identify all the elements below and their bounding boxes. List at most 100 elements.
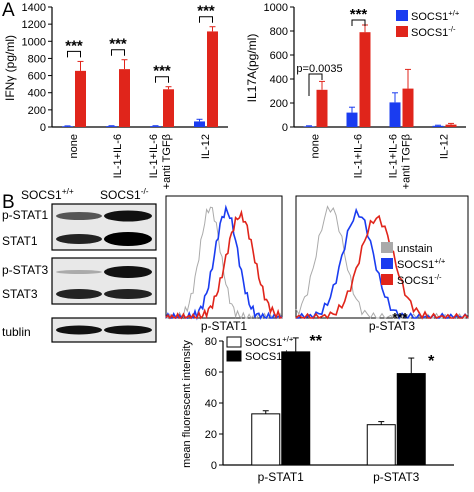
ifn-chart-ytick-label: 200 (28, 105, 46, 117)
flow-xlabel-stat3: p-STAT3 (369, 319, 416, 333)
ifn-chart-bar (194, 121, 205, 127)
blot-band-label: STAT3 (2, 287, 38, 301)
il17-pvalue-bracket (308, 73, 323, 96)
blot-band-pstat3-ko (104, 266, 152, 278)
mfi-legend-label: SOCS1-/- (245, 349, 290, 363)
flow-histogram-stat3 (295, 195, 469, 320)
mfi-legend-label-sup: +/+ (282, 335, 294, 344)
flow-histogram-stat3-curve (295, 214, 469, 320)
blot-band-label: tublin (2, 325, 31, 339)
flow-legend-label: unstain (397, 243, 432, 255)
il17-chart-ytick-label: 200 (270, 98, 288, 110)
il17-chart-ytick-label: 600 (270, 50, 288, 62)
il17-chart-bar (303, 126, 315, 127)
blot-band-label: p-STAT3 (2, 263, 49, 277)
blot-band-tublin-wt (56, 325, 102, 335)
flow-legend-label-base: SOCS1 (397, 275, 434, 287)
flow-legend-label-sup: -/- (434, 273, 442, 282)
blot-band-pstat3-wt (56, 270, 102, 274)
mfi-category-label: p-STAT1 (258, 470, 305, 484)
ifn-sig-stars: *** (65, 37, 83, 54)
blot-header-ko: SOCS1-/- (100, 186, 149, 202)
blot-band-tublin-ko (104, 325, 152, 335)
flow-legend-label-base: unstain (397, 243, 432, 255)
il17-ylabel: IL17A(pg/ml) (245, 34, 259, 103)
ifn-chart-ytick-label: 0 (40, 122, 46, 134)
mfi-chart-ytick-label: 80 (205, 336, 217, 348)
il17-sig-stars: *** (350, 6, 368, 23)
il17-chart-ytick-label: 0 (282, 122, 288, 134)
flow-histogram-stat3-curve (296, 207, 469, 320)
il17-chart-ytick-label: 800 (270, 26, 288, 38)
mfi-legend-swatch (226, 350, 242, 362)
mfi-chart-ytick-label: 20 (205, 429, 217, 441)
ifn-chart-bar (106, 126, 117, 127)
mfi-legend-label-base: SOCS1 (245, 337, 282, 349)
il17-chart-bar (389, 102, 401, 127)
il17-category-label: IL-1+IL-6 (353, 134, 365, 178)
ifn-chart: 0 200 400 600 800 1000 1200 1400 (22, 2, 228, 134)
il17-chart-bar (432, 125, 444, 127)
mfi-sig-stars: * (428, 353, 435, 370)
panel-b-label: B (2, 192, 15, 213)
flow-legend-swatch (381, 274, 393, 285)
mfi-chart: 0 20 40 60 80 (205, 336, 454, 472)
ifn-chart-bar (150, 126, 161, 127)
legend-a-label: SOCS1-/- (411, 25, 456, 39)
flow-legend-swatch (381, 242, 393, 253)
ifn-sig-bracket (67, 50, 81, 58)
ifn-chart-bar (62, 126, 73, 127)
ifn-sig-bracket (111, 49, 125, 56)
ifn-sig-bracket (199, 16, 213, 23)
mfi-chart-bar (281, 351, 311, 466)
ifn-category-label: IL-12 (200, 134, 212, 159)
il17-chart-ytick-label: 400 (270, 74, 288, 86)
mfi-chart-ytick-label: 40 (205, 398, 217, 410)
mfi-ylabel: mean fluorescent intensity (181, 340, 193, 468)
blot-band-stat3-wt (56, 289, 102, 299)
ifn-category-label: +anti TGFβ (161, 134, 173, 189)
mfi-chart-ytick-label: 0 (211, 460, 217, 472)
ifn-sig-bracket (155, 76, 169, 83)
ifn-category-label: IL-1+IL-6 (112, 134, 124, 178)
blot-band-label: STAT1 (2, 234, 38, 248)
legend-a-label-base: SOCS1 (411, 11, 448, 23)
blot-header-ko-sup: -/- (141, 186, 149, 196)
il17-category-label: IL-1+IL-6 (388, 134, 400, 178)
il17-category-label: none (310, 134, 322, 158)
panel-a-label: A (2, 0, 15, 21)
ifn-chart-ytick-label: 800 (28, 53, 46, 65)
ifn-chart-bar (75, 70, 86, 127)
flow-legend-label-base: SOCS1 (397, 259, 434, 271)
ifn-chart-ytick-label: 400 (28, 88, 46, 100)
blot-band-stat3-ko (104, 289, 152, 299)
blot-band-stat1-wt (56, 234, 102, 244)
il17-sig-bracket (351, 19, 366, 26)
ifn-chart-ytick-label: 1000 (22, 36, 46, 48)
flow-legend-label: SOCS1+/+ (397, 257, 446, 271)
mfi-legend-swatch (226, 336, 242, 348)
flow-legend-label: SOCS1-/- (397, 273, 442, 287)
il17-chart-bar (316, 89, 328, 127)
legend-a-swatch (396, 10, 408, 21)
il17-chart-bar (359, 32, 371, 128)
ifn-sig-stars: *** (109, 36, 127, 53)
legend-a-label-sup: -/- (448, 25, 456, 34)
flow-histogram-stat1 (165, 195, 283, 321)
mfi-sig-stars: ** (310, 333, 323, 350)
il17-chart: 0 200 400 600 800 1000 (264, 2, 466, 134)
blot-band-label: p-STAT1 (2, 208, 49, 222)
legend-a-label-base: SOCS1 (411, 27, 448, 39)
flow-histogram-stat1-curve (165, 209, 283, 320)
ifn-category-label: IL-1+IL-6 (148, 134, 160, 178)
il17-category-label: +anti TGFβ (401, 134, 413, 189)
il17-chart-bar (445, 124, 457, 127)
ifn-category-label: none (68, 134, 80, 158)
mfi-chart-bar (366, 424, 396, 466)
flow-sig-stars: *** (392, 310, 408, 325)
ifn-ylabel: IFNγ (pg/ml) (3, 35, 17, 101)
mfi-chart-bar (251, 413, 281, 466)
mfi-legend-label-sup: -/- (282, 349, 290, 358)
blot-header-wt-base: SOCS1 (21, 188, 62, 202)
